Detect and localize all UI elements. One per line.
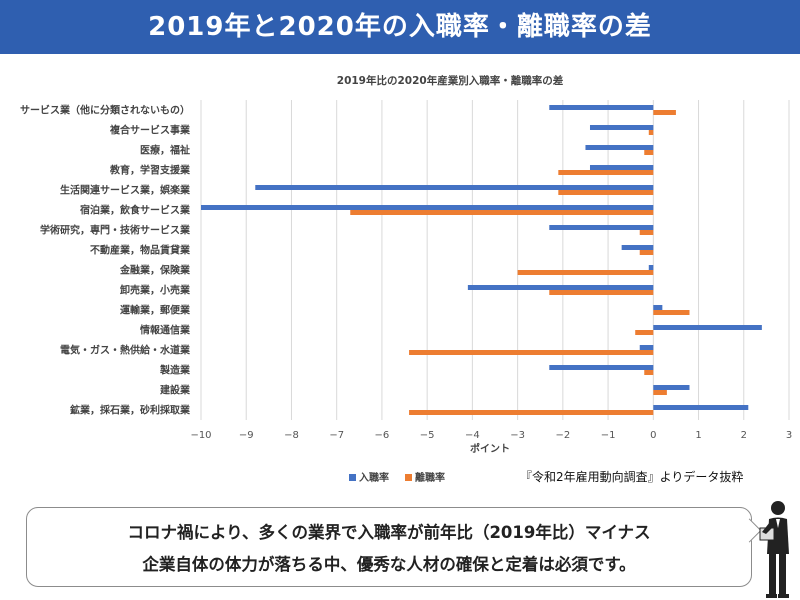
bar-entry-rate — [201, 205, 654, 210]
bar-entry-rate — [653, 305, 663, 310]
legend-swatch-entry — [349, 474, 356, 481]
bar-leave-rate — [635, 330, 654, 335]
bar-leave-rate — [644, 150, 654, 155]
bars — [201, 105, 762, 415]
category-label: 製造業 — [159, 364, 191, 377]
bar-leave-rate — [639, 250, 654, 255]
category-label: 教育，学習支援業 — [109, 164, 191, 177]
message-line-2: 企業自体の体力が落ちる中、優秀な人材の確保と定着は必須です。 — [142, 555, 636, 574]
bar-entry-rate — [467, 285, 654, 290]
x-tick-label: −1 — [601, 430, 616, 441]
category-label: 医療，福祉 — [140, 144, 190, 157]
legend-label-leave: 離職率 — [415, 471, 445, 484]
category-label: サービス業（他に分類されないもの） — [20, 104, 190, 117]
gridlines — [200, 100, 790, 420]
bar-chart: 2019年比の2020年産業別入職率・離職率の差 サービス業（他に分類されないも… — [20, 74, 792, 484]
bar-leave-rate — [653, 390, 667, 395]
message-box — [26, 507, 752, 587]
bar-leave-rate — [653, 310, 690, 315]
bar-entry-rate — [653, 385, 690, 390]
x-tick-label: −2 — [555, 430, 570, 441]
bar-leave-rate — [517, 270, 654, 275]
category-label: 卸売業，小売業 — [120, 284, 191, 297]
category-label: 鉱業，採石業，砂利採取業 — [70, 404, 191, 417]
x-tick-label: −6 — [375, 430, 390, 441]
x-tick-label: −8 — [284, 430, 299, 441]
x-axis-label: ポイント — [470, 442, 510, 455]
chart-title: 2019年比の2020年産業別入職率・離職率の差 — [337, 74, 564, 87]
x-tick-label: −10 — [190, 430, 211, 441]
bar-entry-rate — [585, 145, 654, 150]
x-tick-label: −5 — [420, 430, 435, 441]
bar-entry-rate — [549, 365, 654, 370]
message-line-1: コロナ禍により、多くの業界で入職率が前年比（2019年比）マイナス — [127, 523, 651, 542]
bar-entry-rate — [653, 405, 749, 410]
category-label: 生活関連サービス業，娯楽業 — [60, 184, 191, 197]
category-label: 複合サービス事業 — [109, 124, 191, 137]
bar-entry-rate — [549, 105, 654, 110]
page-title: 2019年と2020年の入職率・離職率の差 — [148, 12, 652, 42]
category-label: 不動産業，物品賃貸業 — [90, 244, 191, 257]
bar-leave-rate — [409, 350, 654, 355]
bar-leave-rate — [639, 230, 654, 235]
category-label: 学術研究，専門・技術サービス業 — [40, 224, 191, 237]
bar-leave-rate — [558, 170, 654, 175]
bar-entry-rate — [621, 245, 654, 250]
bar-entry-rate — [255, 185, 654, 190]
x-tick-label: −3 — [510, 430, 525, 441]
source-note: 『令和2年雇用動向調査』よりデータ抜粋 — [520, 470, 744, 484]
bar-leave-rate — [644, 370, 654, 375]
x-tick-label: −7 — [329, 430, 344, 441]
businessman-icon — [759, 501, 789, 598]
legend-label-entry: 入職率 — [359, 471, 389, 484]
bar-leave-rate — [653, 110, 676, 115]
bar-leave-rate — [549, 290, 654, 295]
bar-leave-rate — [350, 210, 654, 215]
x-tick-label: 0 — [650, 430, 656, 441]
category-labels: サービス業（他に分類されないもの） 複合サービス事業医療，福祉教育，学習支援業生活… — [20, 104, 191, 417]
chart-legend: 入職率 離職率 — [349, 471, 445, 484]
x-tick-label: 2 — [741, 430, 747, 441]
category-label: 情報通信業 — [140, 324, 191, 337]
bar-entry-rate — [639, 345, 654, 350]
header-banner: 2019年と2020年の入職率・離職率の差 — [0, 0, 800, 54]
x-tick-label: 3 — [786, 430, 792, 441]
bar-entry-rate — [589, 165, 654, 170]
category-label: 運輸業，郵便業 — [120, 304, 191, 317]
bar-leave-rate — [558, 190, 654, 195]
category-label: 宿泊業，飲食サービス業 — [80, 204, 191, 217]
bar-entry-rate — [653, 325, 762, 330]
x-tick-label: −4 — [465, 430, 480, 441]
x-tick-labels: −10 −9 −8 −7 −6 −5 −4 −3 −2 −1 0 1 2 3 — [190, 430, 792, 441]
category-label: 金融業，保険業 — [119, 264, 191, 277]
x-tick-label: 1 — [695, 430, 701, 441]
x-tick-label: −9 — [239, 430, 254, 441]
bar-entry-rate — [648, 265, 654, 270]
category-label: 電気・ガス・熱供給・水道業 — [60, 344, 191, 357]
category-label: 建設業 — [159, 384, 191, 397]
bar-entry-rate — [549, 225, 654, 230]
bar-entry-rate — [589, 125, 654, 130]
bar-leave-rate — [648, 130, 654, 135]
bar-leave-rate — [409, 410, 654, 415]
legend-swatch-leave — [405, 474, 412, 481]
